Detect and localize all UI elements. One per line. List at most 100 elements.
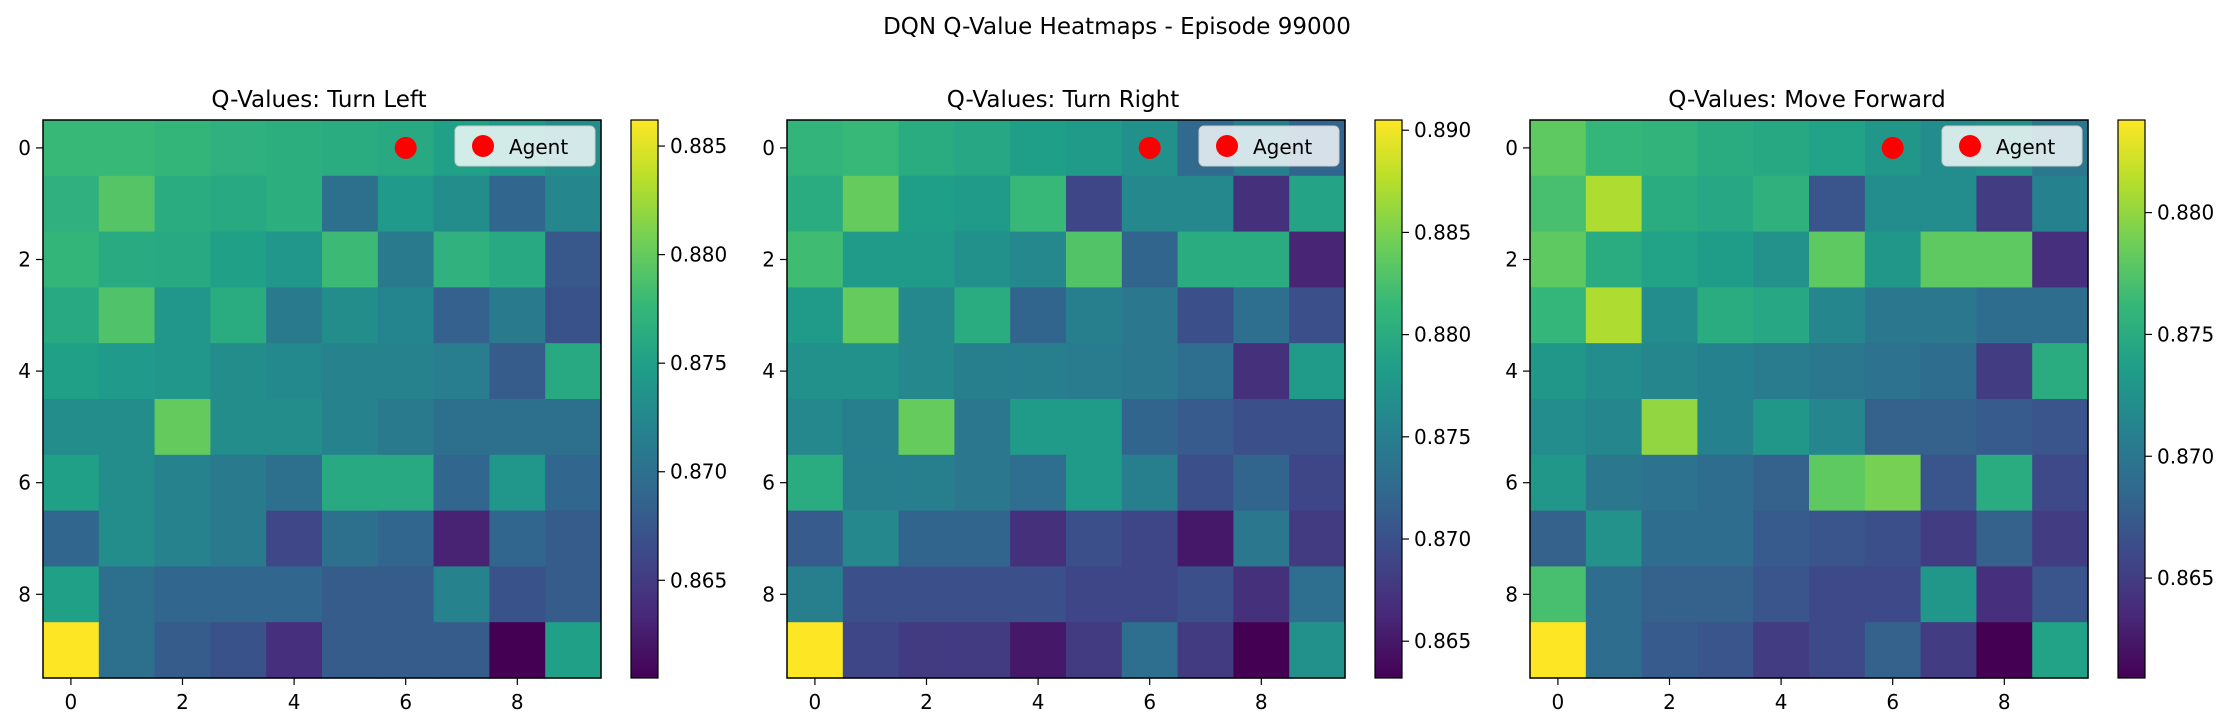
heatmap-cell: [1641, 454, 1698, 512]
heatmap-cell: [1809, 622, 1866, 679]
heatmap-cell: [433, 287, 490, 344]
heatmap-cell: [1530, 454, 1587, 512]
heatmap-cell: [1066, 454, 1123, 512]
heatmap-cell: [1010, 622, 1067, 679]
heatmap-cell: [1697, 175, 1754, 233]
heatmap-cell: [1233, 566, 1290, 623]
heatmap-cell: [787, 454, 844, 512]
heatmap-cell: [1976, 343, 2033, 400]
heatmap-cell: [1753, 231, 1810, 288]
heatmap-cell: [1121, 343, 1179, 400]
heatmap-cell: [1177, 510, 1234, 567]
heatmap-cell: [842, 343, 900, 400]
x-axis: 0 2 4 6 8: [809, 678, 1268, 714]
heatmap-cell: [210, 454, 267, 512]
y-axis: 0 2 4 6 8: [1505, 136, 1530, 606]
heatmap-cell: [1177, 287, 1234, 344]
heatmap-cell: [1289, 622, 1346, 679]
heatmap-cell: [954, 120, 1011, 177]
heatmap-cell: [43, 399, 100, 456]
panel-title: Q-Values: Turn Left: [211, 87, 426, 113]
heatmap-cell: [433, 399, 490, 456]
heatmap-cell: [1585, 510, 1643, 567]
heatmap-cell: [377, 622, 435, 679]
heatmap-cell: [1920, 566, 1977, 623]
y-tick-label: 6: [18, 471, 31, 495]
heatmap-cell: [1864, 231, 1922, 288]
heatmap-cell: [545, 231, 602, 288]
heatmap-cell: [1697, 454, 1754, 512]
x-tick-label: 2: [176, 690, 189, 714]
plot-frame: [42, 119, 602, 679]
heatmap-cell: [433, 343, 490, 400]
heatmap-cell: [1010, 343, 1067, 400]
y-tick-label: 4: [1505, 359, 1518, 383]
x-tick-label: 0: [1552, 690, 1565, 714]
heatmap-cell: [98, 287, 156, 344]
heatmap-cell: [1585, 622, 1643, 679]
heatmap-cell: [954, 510, 1011, 567]
heatmap-cell: [1233, 510, 1290, 567]
legend-agent-icon: [472, 135, 494, 157]
heatmap-cell: [1809, 120, 1866, 177]
heatmap-cell: [377, 231, 435, 288]
heatmap-cell: [1864, 622, 1922, 679]
heatmap-cell: [433, 454, 490, 512]
heatmap-cell: [1641, 510, 1698, 567]
colorbar-tick-label: 0.885: [670, 134, 727, 158]
legend: Agent: [1198, 125, 1340, 167]
heatmap-cell: [1920, 175, 1977, 233]
colorbar-tick-label: 0.875: [1414, 425, 1471, 449]
y-tick-label: 2: [1505, 248, 1518, 272]
heatmap-cell: [2032, 454, 2089, 512]
heatmap-cell: [1177, 622, 1234, 679]
heatmap-cell: [1641, 231, 1698, 288]
heatmap-cell: [1233, 622, 1290, 679]
heatmap-cell: [545, 287, 602, 344]
heatmap-cell: [842, 120, 900, 177]
heatmap-cell: [1697, 399, 1754, 456]
heatmap-cell: [1976, 622, 2033, 679]
heatmap-cell: [43, 287, 100, 344]
heatmap-cell: [898, 343, 955, 400]
heatmap-cell: [1864, 454, 1922, 512]
x-axis: 0 2 4 6 8: [65, 678, 524, 714]
heatmap-cell: [1289, 399, 1346, 456]
heatmap-cell: [1121, 566, 1179, 623]
heatmap-cell: [266, 399, 323, 456]
heatmap-cell: [377, 287, 435, 344]
heatmap-cell: [842, 399, 900, 456]
heatmap-cell: [1976, 231, 2033, 288]
heatmap-cell: [1289, 566, 1346, 623]
heatmap-cell: [898, 120, 955, 177]
heatmap-cell: [433, 510, 490, 567]
heatmap-cell: [1066, 566, 1123, 623]
heatmap-cells: [43, 120, 602, 679]
heatmap-cell: [2032, 231, 2089, 288]
heatmap-cell: [898, 287, 955, 344]
heatmap-cell: [1585, 231, 1643, 288]
heatmap-cell: [1920, 343, 1977, 400]
heatmap-cell: [489, 175, 546, 233]
heatmap-cell: [1010, 120, 1067, 177]
heatmap-cell: [787, 510, 844, 567]
heatmap-cell: [1753, 566, 1810, 623]
y-tick-label: 0: [1505, 136, 1518, 160]
heatmap-cell: [489, 510, 546, 567]
heatmap-cell: [1010, 231, 1067, 288]
heatmap-cell: [154, 287, 211, 344]
heatmap-cell: [1753, 622, 1810, 679]
heatmap-cell: [842, 622, 900, 679]
colorbar-tick-label: 0.875: [670, 351, 727, 375]
heatmap-cell: [210, 510, 267, 567]
agent-marker: [1881, 136, 1904, 159]
heatmap-cell: [377, 175, 435, 233]
heatmap-cell: [210, 120, 267, 177]
heatmap-cell: [1864, 510, 1922, 567]
heatmap-cell: [1530, 287, 1587, 344]
plot-frame: [786, 119, 1346, 679]
x-axis: 0 2 4 6 8: [1552, 678, 2011, 714]
heatmap-cell: [210, 622, 267, 679]
heatmap-cell: [1066, 231, 1123, 288]
